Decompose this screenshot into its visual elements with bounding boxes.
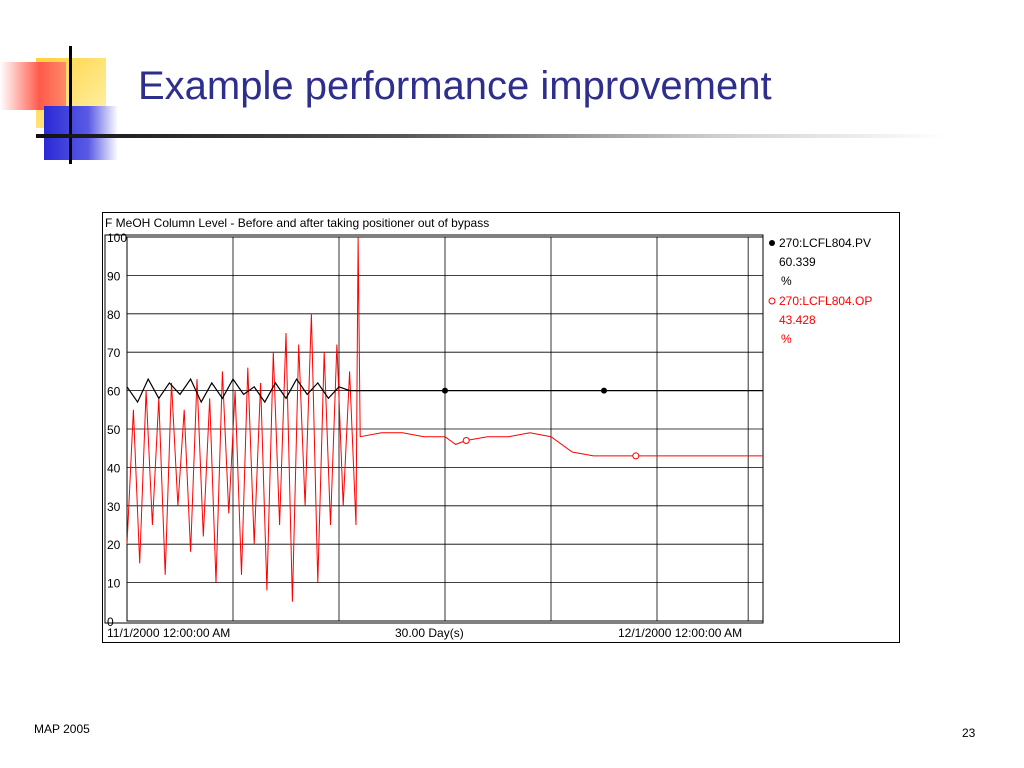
footer-text: MAP 2005	[34, 722, 90, 736]
x-end-label: 12/1/2000 12:00:00 AM	[618, 626, 742, 640]
grid-layer	[127, 237, 763, 621]
series-pv-marker	[601, 387, 607, 394]
series-pv-line	[126, 377, 763, 404]
x-start-label: 11/1/2000 12:00:00 AM	[107, 626, 230, 640]
marker-layer	[442, 387, 640, 460]
trend-chart-svg: F MeOH Column Level - Before and after t…	[104, 216, 872, 640]
legend-op-value: 43.428	[779, 313, 816, 327]
y-tick-label: 70	[107, 346, 121, 360]
slide-title: Example performance improvement	[138, 64, 772, 108]
y-tick-label: 90	[107, 269, 121, 283]
title-rule	[36, 134, 946, 138]
legend-pv-marker	[769, 240, 775, 246]
decor-blue-square	[44, 106, 118, 160]
y-tick-label: 100	[107, 231, 127, 245]
decor-vertical-line	[69, 46, 72, 164]
legend-op-unit: %	[781, 332, 792, 346]
y-tick-label: 20	[107, 538, 121, 552]
series-layer	[126, 236, 763, 602]
series-pv-marker	[442, 387, 448, 394]
y-tick-label: 30	[107, 500, 121, 514]
legend-op-name: 270:LCFL804.OP	[779, 294, 872, 308]
y-tick-label: 10	[107, 577, 121, 591]
trend-chart: F MeOH Column Level - Before and after t…	[102, 212, 900, 643]
legend-pv-name: 270:LCFL804.PV	[779, 236, 871, 250]
legend-pv-unit: %	[781, 274, 792, 288]
y-tick-label: 60	[107, 385, 121, 399]
legend-op-marker	[768, 297, 776, 305]
series-op-marker	[632, 452, 640, 460]
chart-title: F MeOH Column Level - Before and after t…	[105, 216, 489, 230]
series-op-line	[126, 236, 763, 602]
series-op-marker	[462, 437, 470, 445]
decor-red-square	[0, 62, 66, 110]
x-span-label: 30.00 Day(s)	[395, 626, 464, 640]
page-number: 23	[962, 726, 976, 740]
legend: 270:LCFL804.PV 60.339 % 270:LCFL804.OP 4…	[768, 236, 872, 346]
y-tick-label: 80	[107, 308, 121, 322]
y-tick-label: 40	[107, 461, 121, 475]
y-tick-label: 50	[107, 423, 121, 437]
y-tick-label: 0	[107, 615, 114, 629]
legend-pv-value: 60.339	[779, 255, 816, 269]
